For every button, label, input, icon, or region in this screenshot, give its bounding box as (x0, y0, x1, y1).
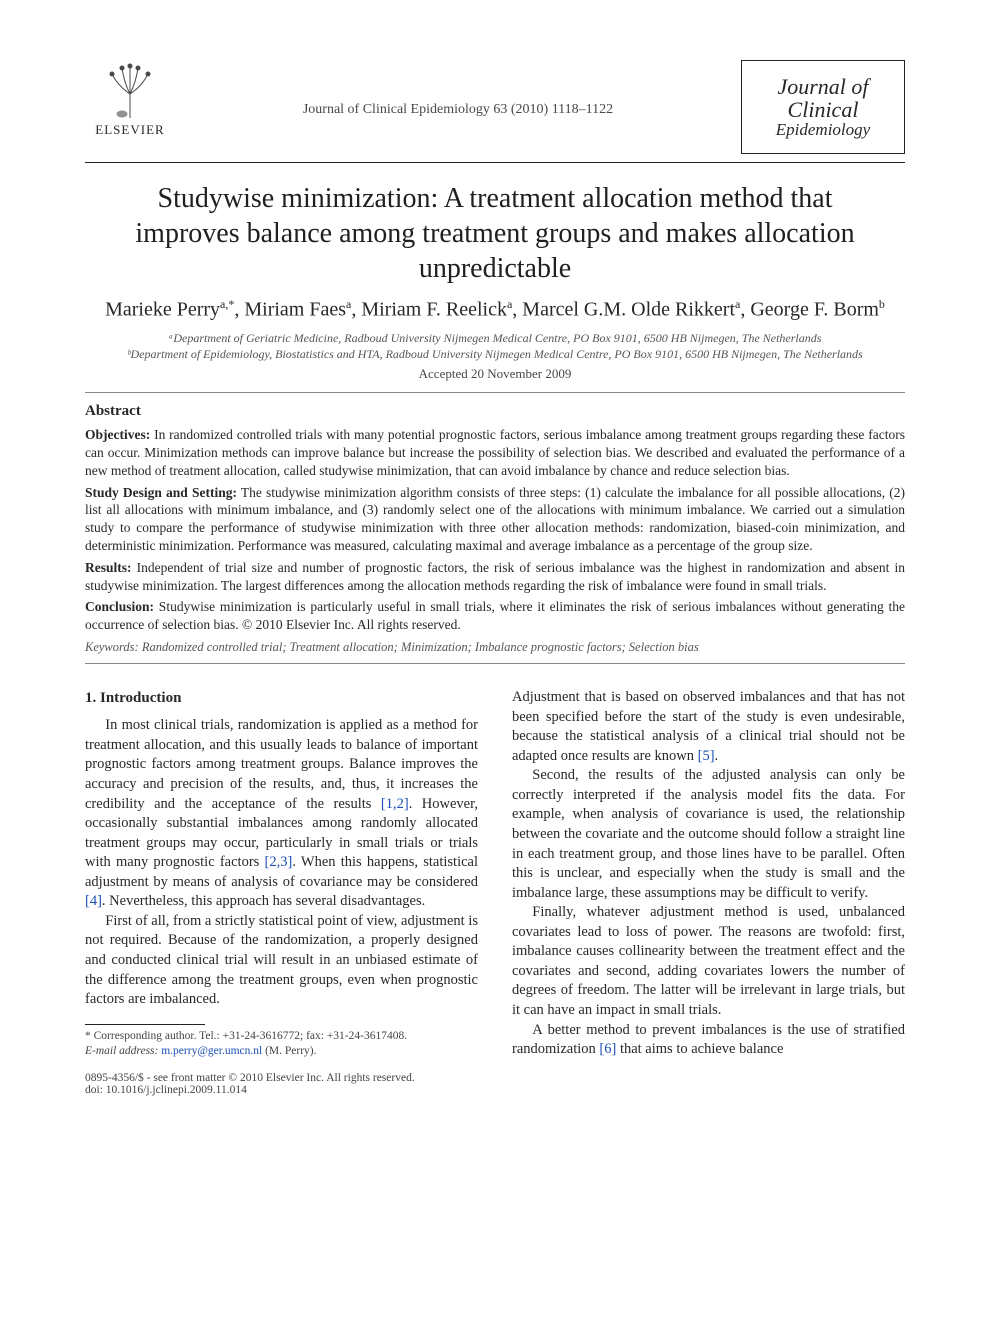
ref-link[interactable]: [5] (698, 748, 715, 764)
ref-link[interactable]: [4] (85, 893, 102, 909)
article-title: Studywise minimization: A treatment allo… (105, 181, 885, 286)
header-rule (85, 162, 905, 163)
publisher-name: ELSEVIER (95, 122, 164, 138)
right-column: Adjustment that is based on observed imb… (512, 688, 905, 1060)
abstract-conclusion: Conclusion: Studywise minimization is pa… (85, 598, 905, 634)
right-para-4: A better method to prevent imbalances is… (512, 1021, 905, 1060)
ref-link[interactable]: [2,3] (265, 854, 293, 870)
abstract-lead-objectives: Objectives: (85, 427, 150, 442)
elsevier-tree-icon (100, 60, 160, 120)
keywords-label: Keywords: (85, 640, 139, 654)
journal-box-line1: Journal of (748, 75, 898, 98)
journal-title-box: Journal of Clinical Epidemiology (741, 60, 905, 154)
body-columns: 1. Introduction In most clinical trials,… (85, 688, 905, 1060)
abstract-lead-design: Study Design and Setting: (85, 485, 237, 500)
keywords-line: Keywords: Randomized controlled trial; T… (85, 640, 905, 655)
abstract-top-rule (85, 392, 905, 393)
page-root: ELSEVIER Journal of Clinical Epidemiolog… (0, 0, 990, 1136)
header-row: ELSEVIER Journal of Clinical Epidemiolog… (85, 60, 905, 154)
abstract-results: Results: Independent of trial size and n… (85, 559, 905, 595)
abstract-lead-results: Results: (85, 560, 132, 575)
email-label: E-mail address: (85, 1045, 158, 1057)
abstract-block: Abstract Objectives: In randomized contr… (85, 403, 905, 655)
authors-line: Marieke Perrya,*, Miriam Faesa, Miriam F… (85, 296, 905, 324)
left-column: 1. Introduction In most clinical trials,… (85, 688, 478, 1060)
keywords-text: Randomized controlled trial; Treatment a… (139, 640, 699, 654)
corresponding-author-footnote: * Corresponding author. Tel.: +31-24-361… (85, 1029, 478, 1059)
doi-line: doi: 10.1016/j.jclinepi.2009.11.014 (85, 1084, 905, 1096)
affiliation-b: ᵇDepartment of Epidemiology, Biostatisti… (85, 346, 905, 362)
abstract-text-results: Independent of trial size and number of … (85, 560, 905, 593)
abstract-text-objectives: In randomized controlled trials with man… (85, 427, 905, 478)
section-number: 1. (85, 690, 96, 706)
copyright-line: 0895-4356/$ - see front matter © 2010 El… (85, 1072, 905, 1084)
journal-box-line2: Clinical (748, 98, 898, 121)
abstract-text-conclusion: Studywise minimization is particularly u… (85, 599, 905, 632)
section-title: Introduction (100, 690, 181, 706)
abstract-bottom-rule (85, 663, 905, 664)
email-link[interactable]: m.perry@ger.umcn.nl (161, 1045, 262, 1057)
email-person: (M. Perry). (262, 1045, 316, 1057)
intro-para-2: First of all, from a strictly statistica… (85, 912, 478, 1010)
right-para-1: Adjustment that is based on observed imb… (512, 688, 905, 766)
abstract-objectives: Objectives: In randomized controlled tri… (85, 426, 905, 479)
footnote-separator (85, 1024, 205, 1025)
journal-reference: Journal of Clinical Epidemiology 63 (201… (175, 102, 741, 118)
right-para-3: Finally, whatever adjustment method is u… (512, 903, 905, 1020)
accepted-date: Accepted 20 November 2009 (85, 366, 905, 382)
affiliation-a: ᵃDepartment of Geriatric Medicine, Radbo… (85, 330, 905, 346)
ref-link[interactable]: [6] (599, 1041, 616, 1057)
abstract-design: Study Design and Setting: The studywise … (85, 484, 905, 555)
abstract-lead-conclusion: Conclusion: (85, 599, 154, 614)
right-para-2: Second, the results of the adjusted anal… (512, 766, 905, 903)
email-line: E-mail address: m.perry@ger.umcn.nl (M. … (85, 1044, 478, 1059)
publisher-logo-block: ELSEVIER (85, 60, 175, 138)
corresponding-text: * Corresponding author. Tel.: +31-24-361… (85, 1029, 478, 1044)
ref-link[interactable]: [1,2] (381, 796, 409, 812)
section-1-heading: 1. Introduction (85, 688, 478, 708)
abstract-heading: Abstract (85, 403, 905, 420)
intro-para-1: In most clinical trials, randomization i… (85, 716, 478, 912)
journal-box-line3: Epidemiology (748, 121, 898, 139)
